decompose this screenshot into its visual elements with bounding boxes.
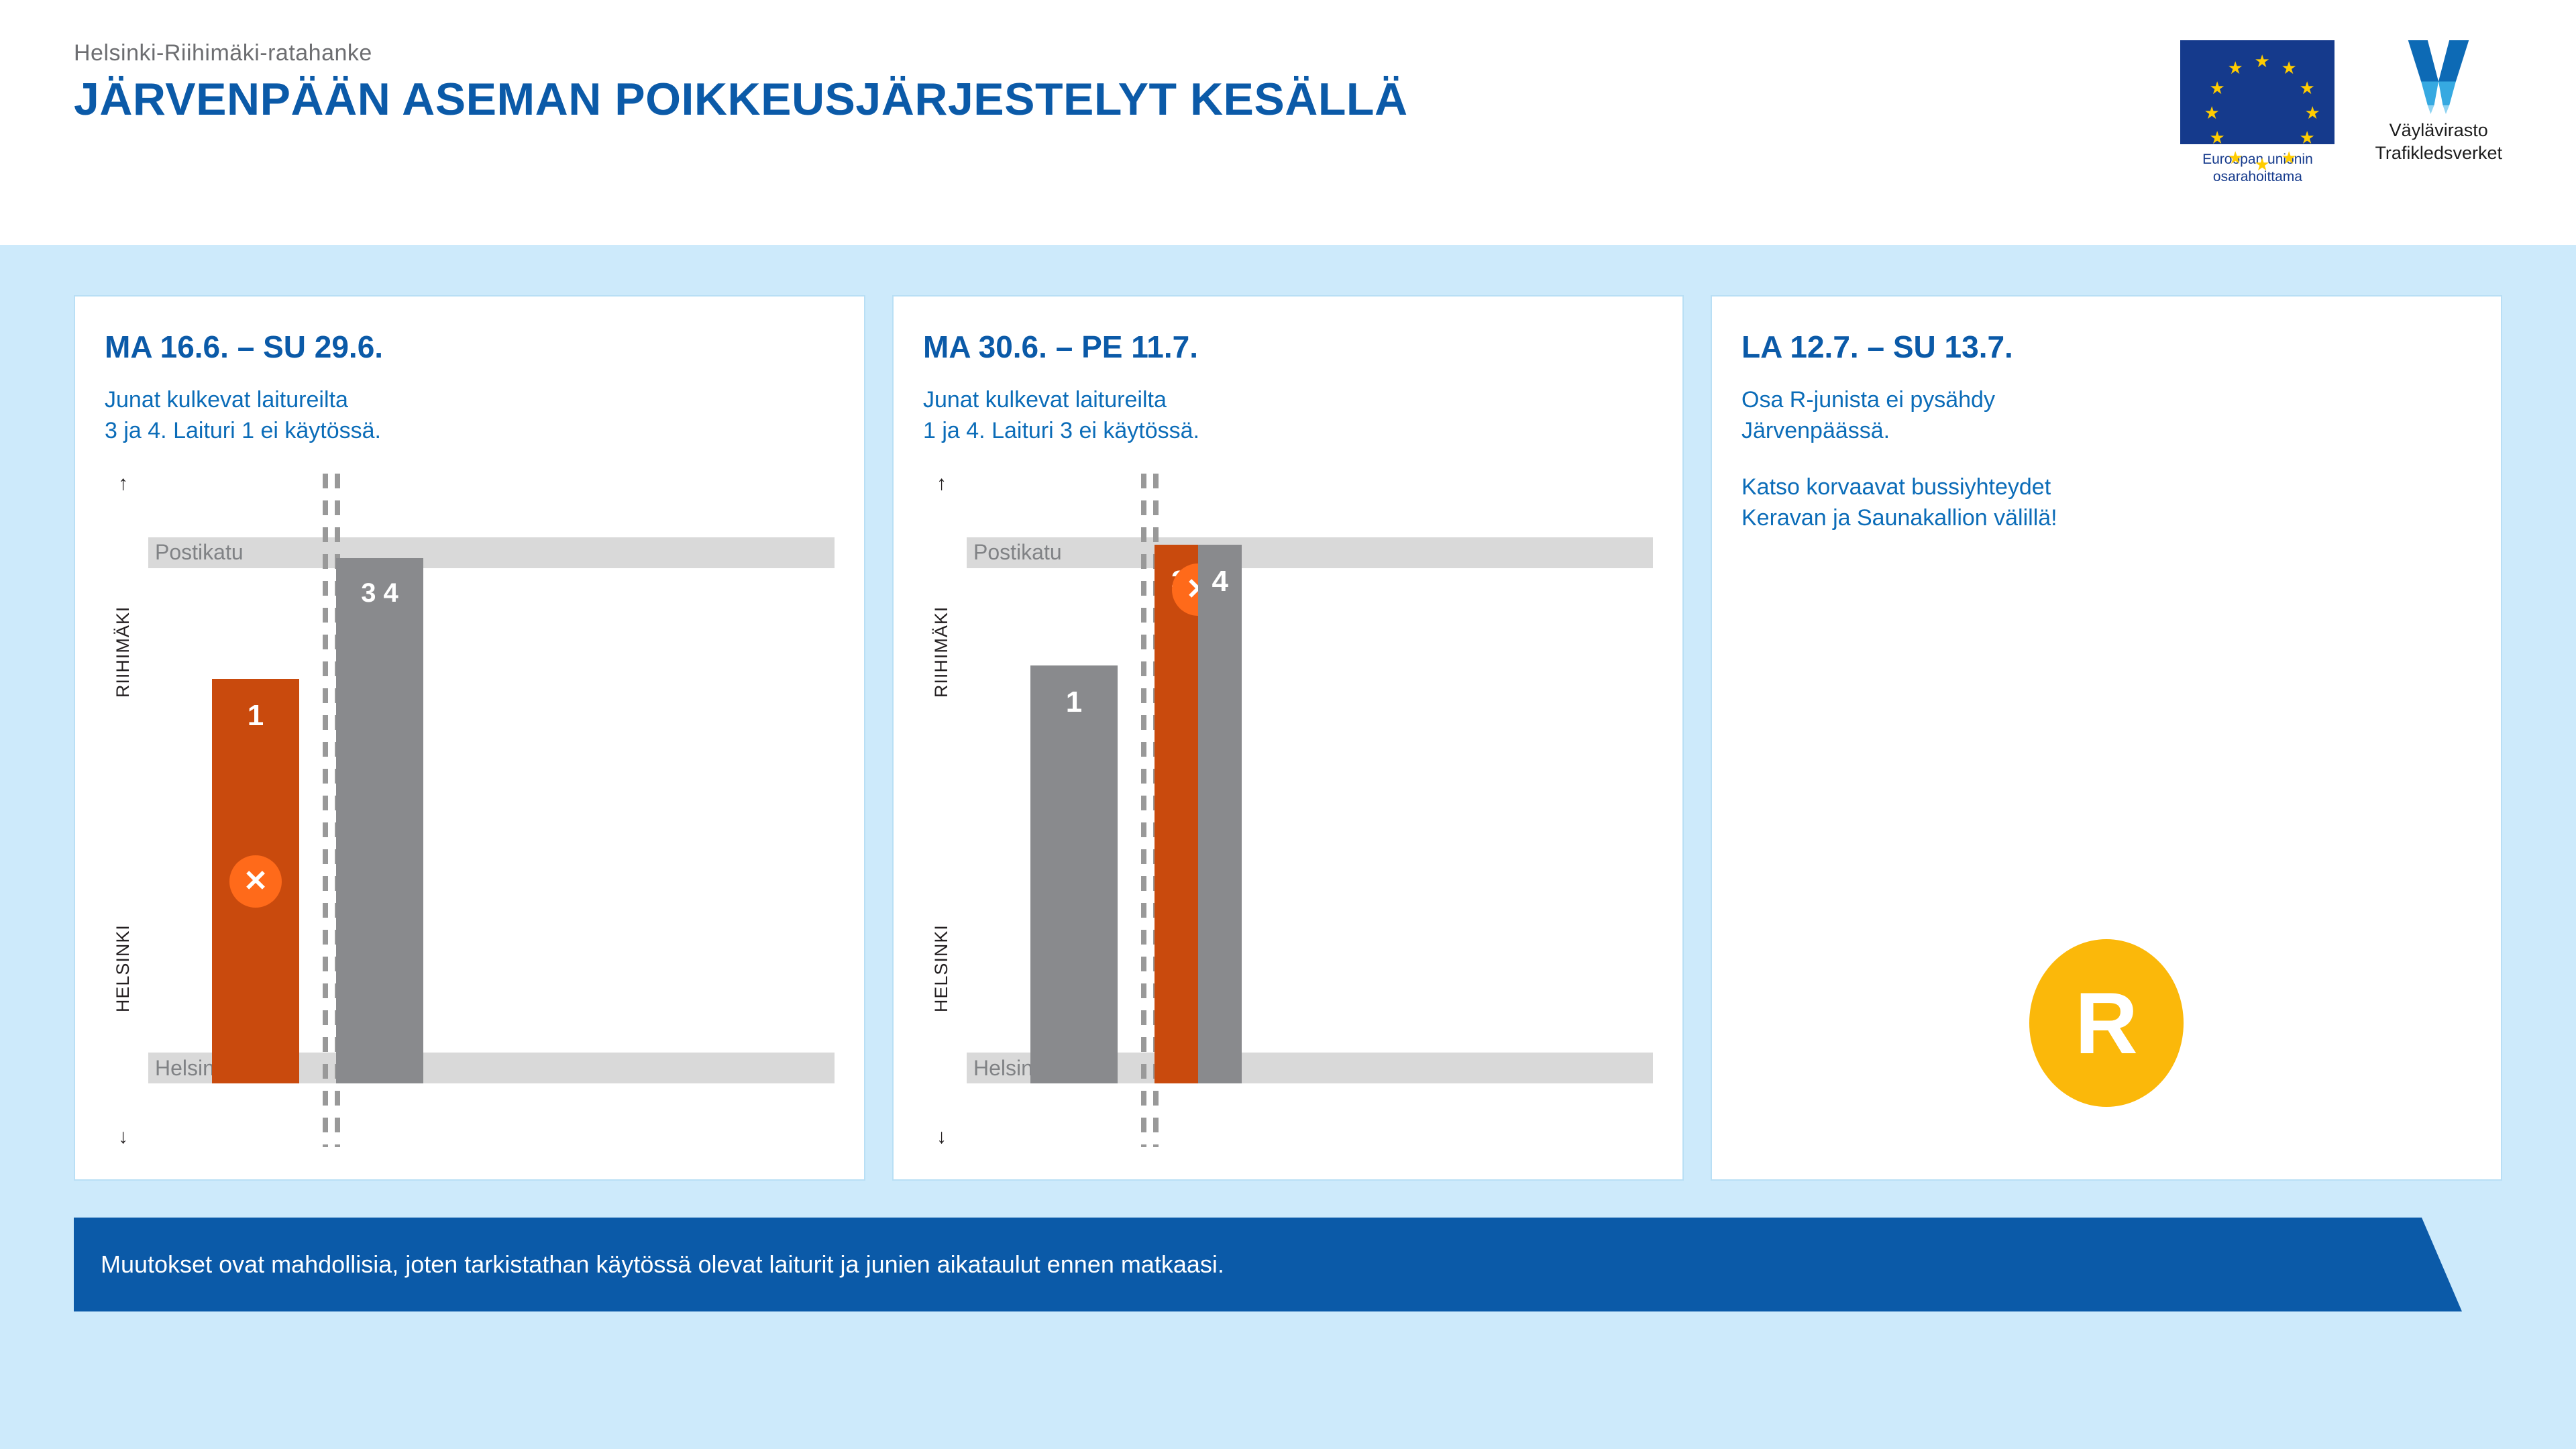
eu-flag-icon: ★ ★ ★ ★ ★ ★ ★ ★ ★ ★ ★ ★ [2180, 40, 2334, 144]
card3-date-range: LA 12.7. – SU 13.7. [1741, 329, 2471, 365]
card3-r-icon-wrap: R [1741, 541, 2471, 1147]
vayla-logo: Väylävirasto Trafikledsverket [2375, 40, 2502, 165]
card3-description-1: Osa R-junista ei pysähdy Järvenpäässä. [1741, 385, 2471, 447]
eu-logo: ★ ★ ★ ★ ★ ★ ★ ★ ★ ★ ★ ★ Euroopan unionin… [2180, 40, 2334, 186]
card2-top-street: Postikatu [967, 537, 1653, 568]
r-train-icon: R [2029, 939, 2184, 1107]
card3-description-2: Katso korvaavat bussiyhteydet Keravan ja … [1741, 472, 2471, 534]
card1-riihimaki-label: RIIHIMÄKI [113, 494, 133, 810]
card1-description: Junat kulkevat laitureilta 3 ja 4. Laitur… [105, 385, 835, 447]
vayla-v-icon [2395, 40, 2482, 114]
page-title: JÄRVENPÄÄN ASEMAN POIKKEUSJÄRJESTELYT KE… [74, 73, 2502, 125]
card1-top-street: Postikatu [148, 537, 835, 568]
vayla-caption-text: Väylävirasto Trafikledsverket [2375, 119, 2502, 165]
card1-date-range: MA 16.6. – SU 29.6. [105, 329, 835, 365]
arrow-down-icon: ↓ [118, 1127, 128, 1147]
cards-row: MA 16.6. – SU 29.6. Junat kulkevat laitu… [74, 295, 2502, 1181]
eu-stars: ★ ★ ★ ★ ★ ★ ★ ★ ★ ★ ★ ★ [2180, 40, 2334, 144]
page-header: Helsinki-Riihimäki-ratahanke JÄRVENPÄÄN … [0, 0, 2576, 245]
footer-ribbon-wrap: Muutokset ovat mahdollisia, joten tarkis… [74, 1218, 2502, 1311]
card2-diagram: ↑ RIIHIMÄKI HELSINKI ↓ Postikatu Helsing… [923, 474, 1653, 1147]
platform-1-bar[interactable]: 1 ✕ [212, 679, 299, 1083]
card2-diagram-main: Postikatu Helsingintie 1 [967, 474, 1653, 1147]
card2-date-range: MA 30.6. – PE 11.7. [923, 329, 1653, 365]
footer-ribbon: Muutokset ovat mahdollisia, joten tarkis… [74, 1218, 2462, 1311]
arrow-down-icon: ↓ [936, 1127, 947, 1147]
card2-helsinki-label: HELSINKI [931, 810, 952, 1127]
platform-1-closed-icon: ✕ [229, 855, 282, 908]
card2-riihimaki-label: RIIHIMÄKI [931, 494, 952, 810]
card1-diagram: ↑ RIIHIMÄKI HELSINKI ↓ Postikatu Helsing… [105, 474, 835, 1147]
eyebrow-label: Helsinki-Riihimäki-ratahanke [74, 40, 2502, 66]
card1-diagram-main: Postikatu Helsingintie 1 ✕ [148, 474, 835, 1147]
card-period-1: MA 16.6. – SU 29.6. Junat kulkevat laitu… [74, 295, 865, 1181]
content-area: MA 16.6. – SU 29.6. Junat kulkevat laitu… [0, 245, 2576, 1449]
card2-description: Junat kulkevat laitureilta 1 ja 4. Laitur… [923, 385, 1653, 447]
arrow-up-icon: ↑ [936, 474, 947, 494]
card2-direction-labels: ↑ RIIHIMÄKI HELSINKI ↓ [923, 474, 960, 1147]
arrow-up-icon: ↑ [118, 474, 128, 494]
platform-3-4-bar[interactable]: 3 ✕ 4 [1155, 545, 1242, 1083]
card1-helsinki-label: HELSINKI [113, 810, 133, 1127]
card-period-2: MA 30.6. – PE 11.7. Junat kulkevat laitu… [892, 295, 1684, 1181]
platform-3-4-bar[interactable]: 3 4 [336, 558, 423, 1083]
footer-message: Muutokset ovat mahdollisia, joten tarkis… [101, 1250, 1224, 1279]
platform-1-bar[interactable]: 1 [1030, 665, 1118, 1083]
card1-direction-labels: ↑ RIIHIMÄKI HELSINKI ↓ [105, 474, 142, 1147]
logos-container: ★ ★ ★ ★ ★ ★ ★ ★ ★ ★ ★ ★ Euroopan unionin… [2180, 40, 2502, 186]
card-period-3: LA 12.7. – SU 13.7. Osa R-junista ei pys… [1711, 295, 2502, 1181]
